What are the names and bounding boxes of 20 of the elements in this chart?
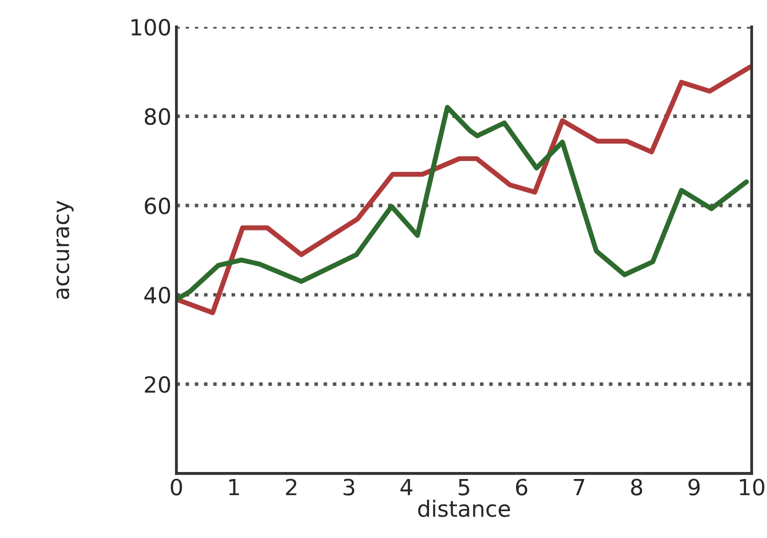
y-tick-label: 40 <box>144 286 170 304</box>
y-tick-label: 60 <box>144 197 170 214</box>
x-tick-label: 1 <box>229 478 239 496</box>
y-tick-label: 80 <box>144 108 170 125</box>
x-tick-label: 4 <box>400 478 412 496</box>
y-tick-label: 100 <box>132 18 170 36</box>
line-series <box>176 64 752 316</box>
y-axis-title: accuracy <box>56 200 74 299</box>
x-tick-label: 8 <box>631 478 642 496</box>
x-tick-label: 6 <box>516 478 528 496</box>
y-tick-label: 20 <box>144 376 170 393</box>
x-tick-label: 7 <box>574 478 584 496</box>
x-tick-label: 5 <box>458 478 470 496</box>
x-tick-label: 10 <box>740 478 764 496</box>
x-tick-label: 3 <box>344 478 354 496</box>
x-axis-title: distance <box>418 500 510 518</box>
line-series <box>176 104 749 302</box>
x-tick-label: 0 <box>170 478 182 496</box>
x-tick-label: 9 <box>688 478 700 496</box>
x-tick-label: 2 <box>286 478 296 496</box>
